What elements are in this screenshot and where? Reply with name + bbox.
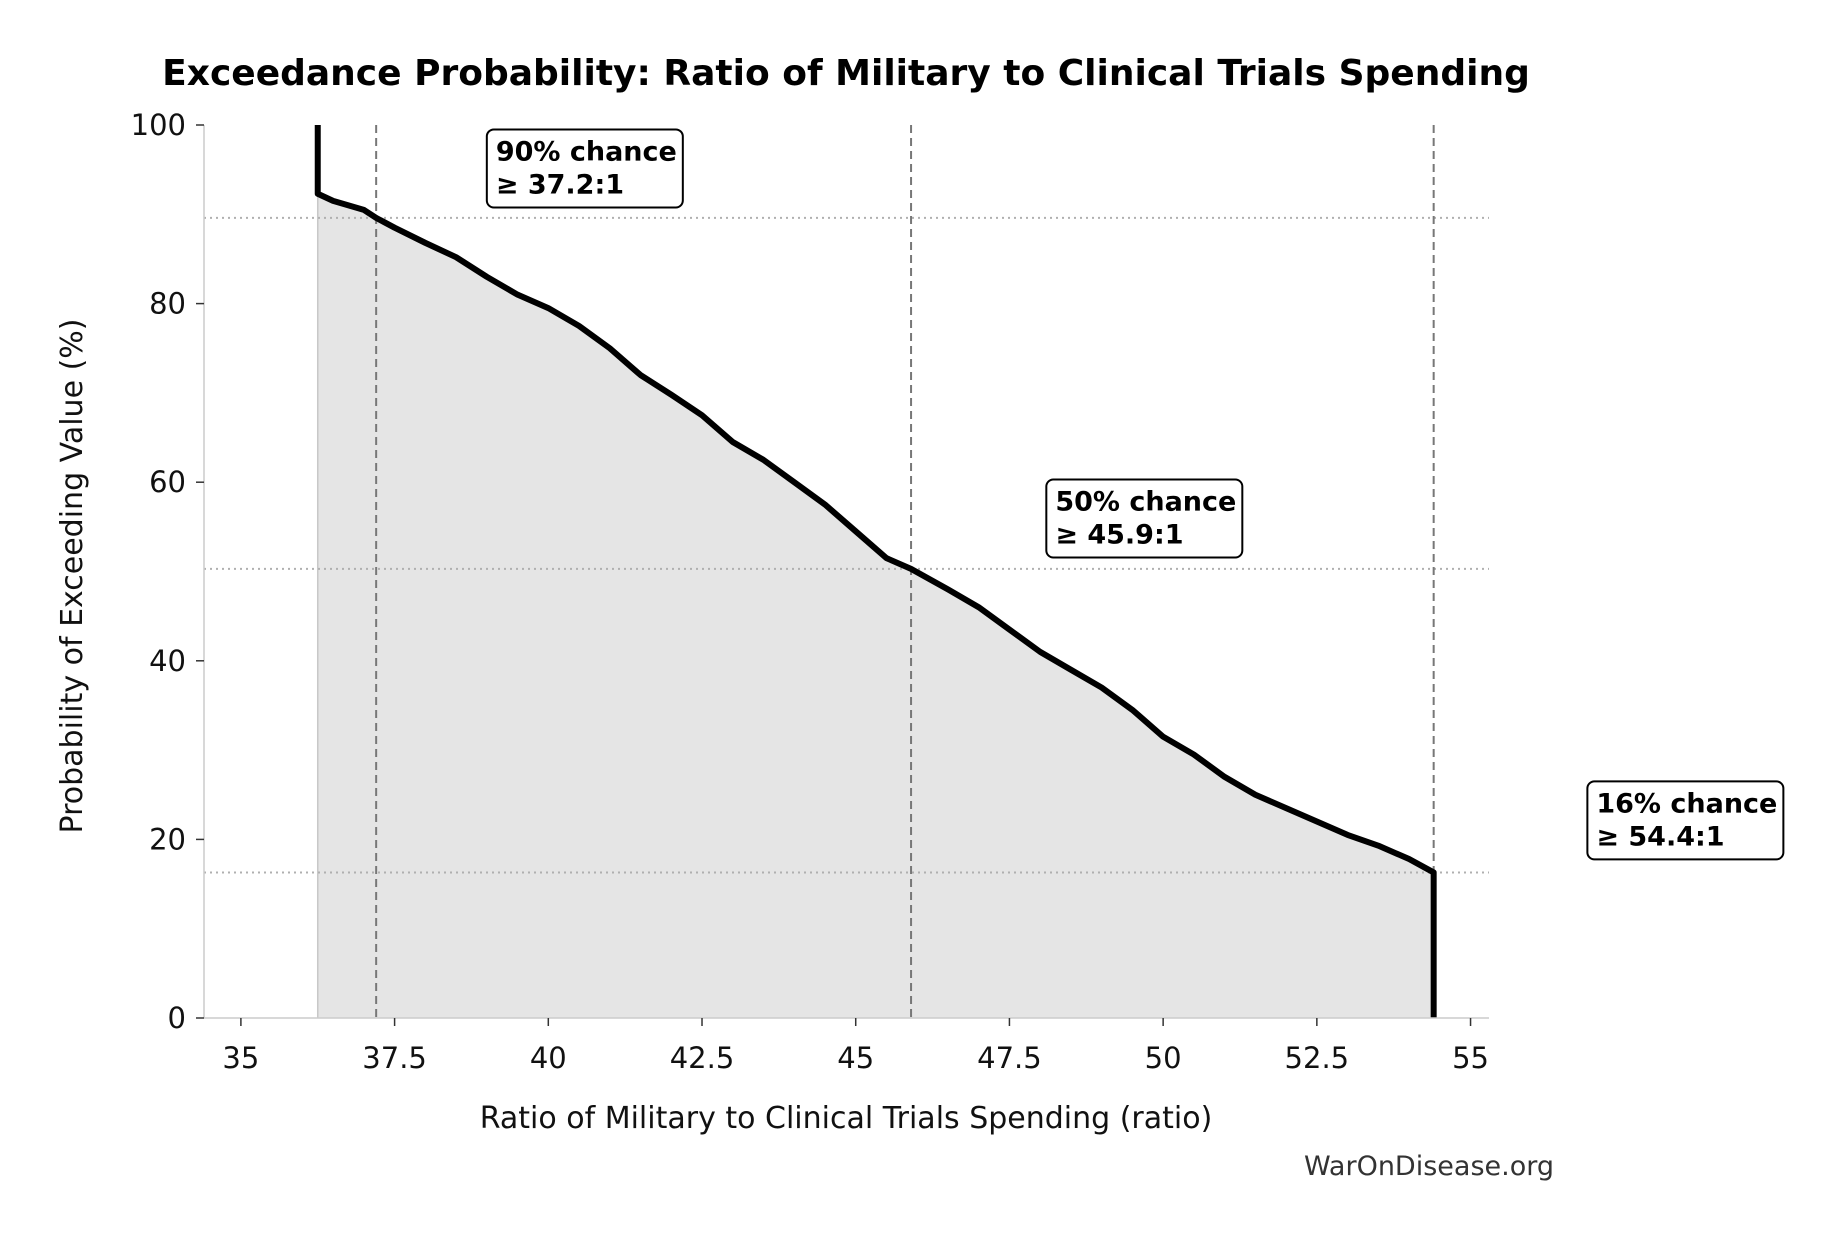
annotation-line1: 90% chance (496, 136, 677, 167)
exceedance-area-fill (317, 125, 1434, 1018)
x-tick-label: 55 (1452, 1041, 1489, 1075)
annotation-line1: 16% chance (1596, 788, 1777, 819)
y-axis-label: Probability of Exceeding Value (%) (55, 319, 90, 834)
x-tick-label: 42.5 (670, 1041, 735, 1075)
y-tick-label: 20 (149, 822, 186, 856)
annotation-box-2 (1586, 780, 1785, 861)
y-tick-label: 40 (149, 644, 186, 678)
plot-area: 35 37.5 40 42.5 45 47.5 50 52.5 55 0 20 40 60 80 100 90… (131, 108, 1785, 1075)
annotation-box-1 (1045, 478, 1244, 559)
annotation-line2: ≥ 45.9:1 (1055, 520, 1183, 551)
y-tick-label: 60 (149, 465, 186, 499)
annotation-line2: ≥ 54.4:1 (1596, 821, 1724, 852)
y-tick-label: 0 (168, 1001, 186, 1035)
y-tick-label: 100 (131, 108, 186, 142)
x-tick-label: 52.5 (1285, 1041, 1350, 1075)
x-tick-label: 45 (837, 1041, 874, 1075)
annotation-box-0 (485, 128, 684, 209)
x-tick-label: 37.5 (362, 1041, 427, 1075)
x-tick-label: 40 (530, 1041, 567, 1075)
chart-title: Exceedance Probability: Ratio of Militar… (162, 53, 1530, 94)
x-tick-label: 50 (1145, 1041, 1182, 1075)
x-axis-label: Ratio of Military to Clinical Trials Spe… (480, 1101, 1213, 1136)
annotation-line2: ≥ 37.2:1 (496, 169, 624, 200)
exceedance-curve (314, 125, 1437, 1018)
y-tick-label: 80 (149, 287, 186, 321)
x-tick-label: 47.5 (977, 1041, 1042, 1075)
x-tick-label: 35 (222, 1041, 259, 1075)
watermark: WarOnDisease.org (1304, 1151, 1554, 1182)
annotation-line1: 50% chance (1055, 487, 1236, 518)
